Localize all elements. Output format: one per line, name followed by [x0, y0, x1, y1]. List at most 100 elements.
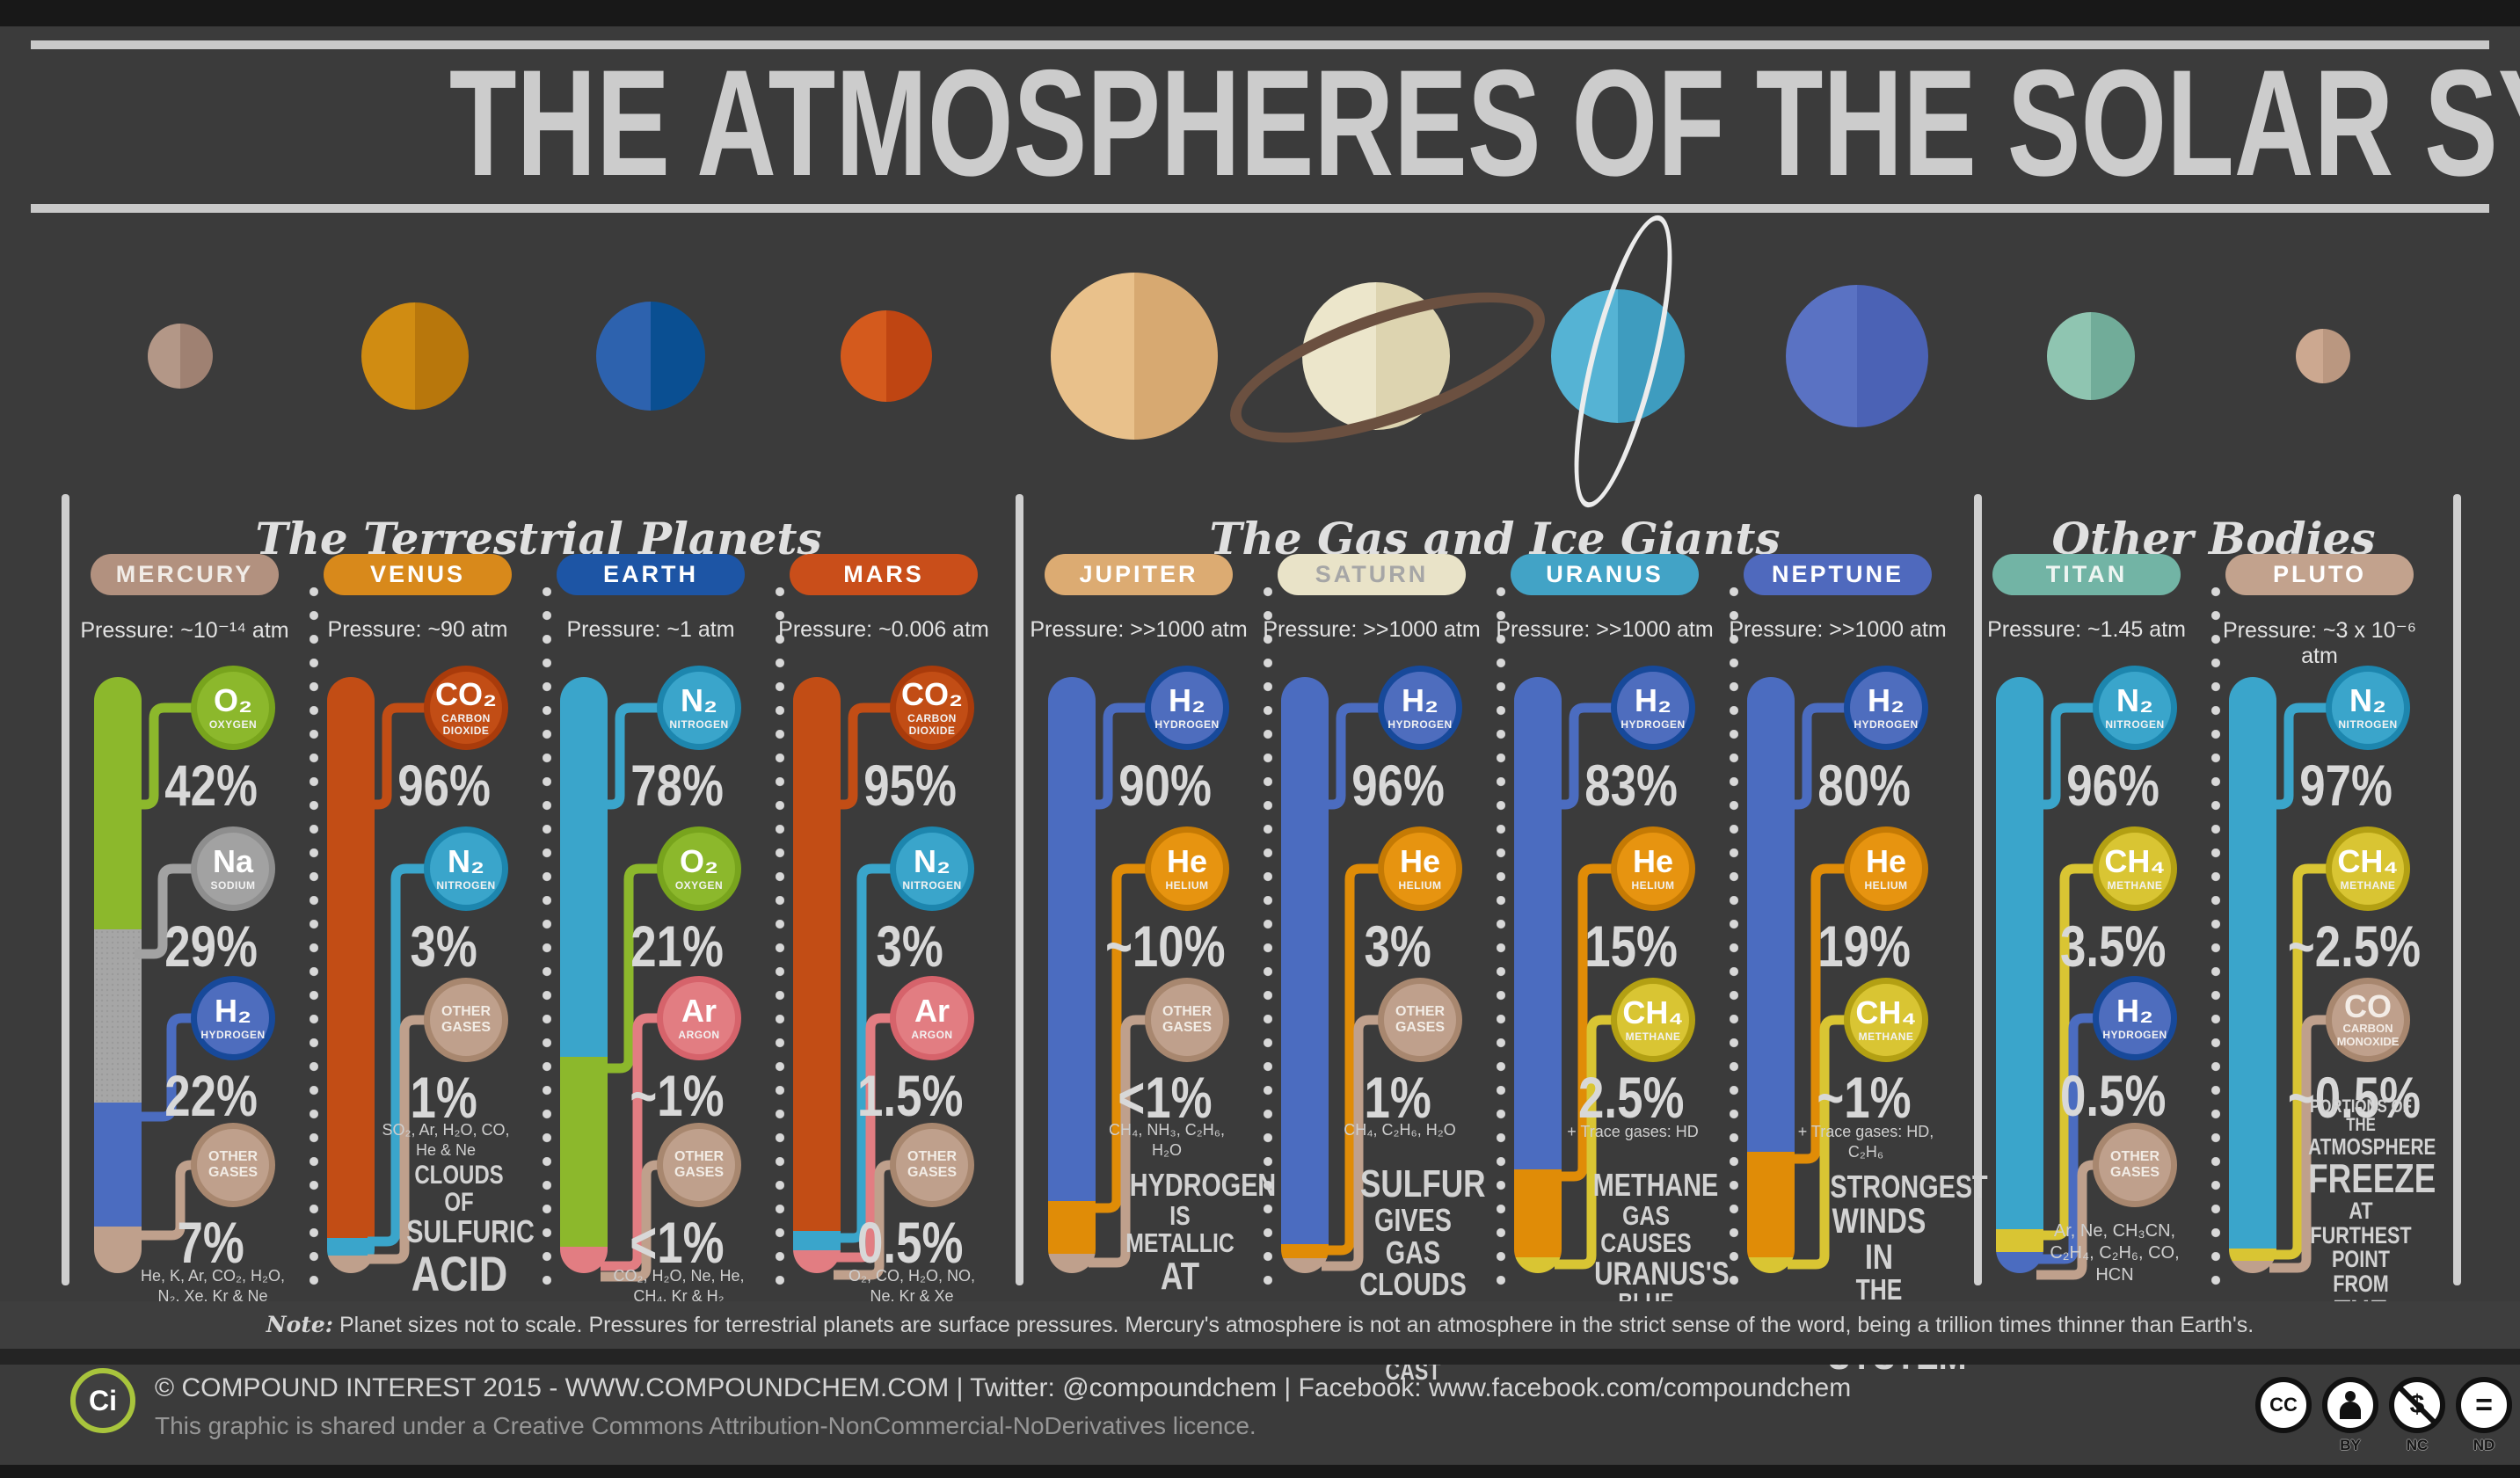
- gas-circle-nitrogen: N₂ NITROGEN: [2093, 666, 2177, 750]
- column-dotted-divider: [776, 587, 784, 1286]
- column-dotted-divider: [2211, 587, 2220, 1286]
- page-title: THE ATMOSPHERES OF THE SOLAR SYSTEM: [448, 39, 2520, 208]
- compound-interest-logo: Ci: [70, 1368, 135, 1433]
- gas-circle-hydrogen: H₂ HYDROGEN: [1378, 666, 1462, 750]
- planet-badge-jupiter: JUPITER: [1045, 554, 1233, 595]
- pressure-label: Pressure: ~90 atm: [327, 617, 508, 642]
- gas-circle-methane: CH₄ METHANE: [1611, 978, 1695, 1062]
- other-gases-list: CH₄, C₂H₆, H₂O: [1344, 1121, 1456, 1139]
- mercury-planet-icon: [148, 324, 213, 389]
- other-gases-list: CO₂, H₂O, Ne, He, CH₄, Kr & H₂: [613, 1267, 745, 1305]
- gas-percent: 97%: [2299, 753, 2393, 818]
- gas-circle-helium: He HELIUM: [1378, 826, 1462, 911]
- atmosphere-bar-mercury: [94, 677, 142, 1273]
- column-dotted-divider: [1730, 587, 1738, 1286]
- gas-circle-other: OTHER GASES: [657, 1123, 741, 1207]
- gas-percent: 29%: [164, 914, 258, 979]
- gas-percent: 3.5%: [2059, 914, 2167, 979]
- other-gases-list: SO₂, Ar, H₂O, CO, He & Ne: [382, 1121, 510, 1159]
- cc-by-icon: [2322, 1377, 2378, 1433]
- planet-badge-mars: MARS: [790, 554, 978, 595]
- gas-percent: 96%: [397, 753, 491, 818]
- planet-badge-uranus: URANUS: [1511, 554, 1699, 595]
- gas-circle-hydrogen: H₂ HYDROGEN: [1145, 666, 1229, 750]
- note-band: [0, 1301, 2520, 1349]
- gas-percent: 78%: [630, 753, 724, 818]
- planet-badge-pluto: PLUTO: [2225, 554, 2414, 595]
- gas-circle-argon: Ar ARGON: [890, 976, 974, 1060]
- cc-icon: CC: [2255, 1377, 2312, 1433]
- gas-circle-oxygen: O₂ OXYGEN: [191, 666, 275, 750]
- column-dotted-divider: [310, 587, 318, 1286]
- cc-nc-label: NC: [2406, 1437, 2429, 1453]
- gas-percent: 7%: [177, 1210, 245, 1275]
- gas-circle-other: OTHER GASES: [2093, 1123, 2177, 1207]
- footer-divider: [0, 1349, 2520, 1365]
- gas-circle-nitrogen: N₂ NITROGEN: [2326, 666, 2410, 750]
- gas-circle-hydrogen: H₂ HYDROGEN: [2093, 976, 2177, 1060]
- copyright-line: © COMPOUND INTEREST 2015 - WWW.COMPOUNDC…: [155, 1373, 1852, 1402]
- gas-percent: 96%: [1351, 753, 1445, 818]
- other-gases-list: O₂, CO, H₂O, NO, Ne, Kr & Xe: [848, 1267, 975, 1305]
- planet-badge-earth: EARTH: [557, 554, 745, 595]
- gas-percent: 19%: [1817, 914, 1911, 979]
- gas-percent: 1%: [410, 1065, 478, 1130]
- column-saturn: SATURN Pressure: >>1000 atm H₂ HYDROGEN 9…: [1263, 0, 1486, 1478]
- column-mercury: MERCURY Pressure: ~10⁻¹⁴ atm O₂ OXYGEN 42…: [80, 0, 295, 1478]
- footnote: Note: Planet sizes not to scale. Pressur…: [266, 1312, 2254, 1337]
- pressure-label: Pressure: ~0.006 atm: [778, 617, 989, 642]
- pressure-label: Pressure: ~10⁻¹⁴ atm: [80, 618, 289, 643]
- gas-percent: 1.5%: [856, 1063, 964, 1128]
- pressure-label: Pressure: >>1000 atm: [1729, 617, 1947, 642]
- column-dotted-divider: [1497, 587, 1505, 1286]
- column-earth: EARTH Pressure: ~1 atm N₂ NITROGEN 78% O₂…: [550, 0, 761, 1478]
- gas-percent: ~1%: [1817, 1065, 1912, 1130]
- pressure-label: Pressure: ~3 x 10⁻⁶ atm: [2222, 618, 2417, 668]
- gas-circle-helium: He HELIUM: [1145, 826, 1229, 911]
- atmosphere-bar-titan: [1996, 677, 2043, 1273]
- atmosphere-bar-venus: [327, 677, 375, 1273]
- gas-circle-methane: CH₄ METHANE: [2093, 826, 2177, 911]
- column-dotted-divider: [543, 587, 551, 1286]
- planet-badge-saturn: SATURN: [1278, 554, 1466, 595]
- gas-circle-methane: CH₄ METHANE: [2326, 826, 2410, 911]
- titan-planet-icon: [2047, 312, 2135, 400]
- atmosphere-bar-mars: [793, 677, 841, 1273]
- gas-percent: 90%: [1118, 753, 1212, 818]
- gas-percent: ~2.5%: [2287, 914, 2422, 979]
- other-gases-list: CH₄, NH₃, C₂H₆, H₂O: [1109, 1121, 1225, 1159]
- gas-percent: 3%: [1364, 914, 1432, 979]
- atmosphere-bar-neptune: [1747, 677, 1795, 1273]
- gas-circle-hydrogen: H₂ HYDROGEN: [1844, 666, 1928, 750]
- gas-percent: 83%: [1584, 753, 1678, 818]
- atmosphere-bar-jupiter: [1048, 677, 1096, 1273]
- gas-circle-sodium: Na SODIUM: [191, 826, 275, 911]
- title-rule-bottom: [31, 204, 2489, 213]
- gas-percent: 80%: [1817, 753, 1911, 818]
- gas-circle-nitrogen: N₂ NITROGEN: [424, 826, 508, 911]
- pluto-planet-icon: [2296, 329, 2350, 383]
- column-dotted-divider: [1264, 587, 1272, 1286]
- trace-gases-list: + Trace gases: HD, C₂H₆: [1797, 1123, 1934, 1161]
- gas-circle-other: OTHER GASES: [191, 1123, 275, 1207]
- column-venus: VENUS Pressure: ~90 atm CO₂ CARBON DIOXID…: [317, 0, 535, 1478]
- gas-percent: 3%: [876, 914, 944, 979]
- gas-circle-other: OTHER GASES: [1378, 978, 1462, 1062]
- gas-percent: 96%: [2066, 753, 2159, 818]
- top-border-bar: [0, 0, 2520, 26]
- neptune-planet-icon: [1786, 285, 1928, 427]
- gas-percent: 21%: [630, 914, 724, 979]
- column-titan: TITAN Pressure: ~1.45 atm N₂ NITROGEN 96%…: [1985, 0, 2196, 1478]
- jupiter-planet-icon: [1051, 273, 1218, 440]
- gas-percent: <1%: [1118, 1065, 1213, 1130]
- gas-percent: 22%: [164, 1063, 258, 1128]
- gas-circle-carbon-monoxide: CO CARBON MONOXIDE: [2326, 978, 2410, 1062]
- gas-percent: 1%: [1364, 1065, 1432, 1130]
- saturn-planet-icon: [1302, 282, 1450, 430]
- gas-circle-argon: Ar ARGON: [657, 976, 741, 1060]
- pressure-label: Pressure: >>1000 atm: [1263, 617, 1481, 642]
- mars-planet-icon: [841, 310, 932, 402]
- earth-planet-icon: [596, 302, 705, 411]
- column-uranus: URANUS Pressure: >>1000 atm H₂ HYDROGEN 8…: [1496, 0, 1730, 1478]
